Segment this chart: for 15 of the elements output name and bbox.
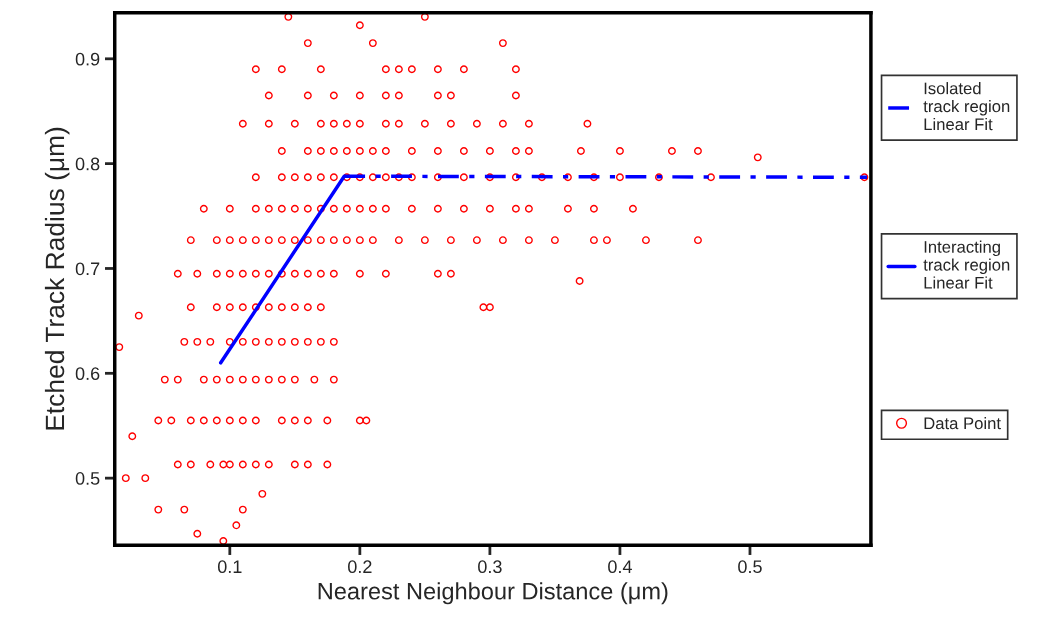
legend-label: Interacting track region Linear Fit [923,240,1010,289]
x-tick-label: 0.1 [217,560,242,574]
y-tick-label: 0.7 [75,262,100,276]
y-tick-label: 0.8 [75,157,100,171]
x-axis-title: Nearest Neighbour Distance (μm) [318,582,668,605]
x-tick-label: 0.3 [478,560,502,574]
x-tick-label: 0.5 [738,560,762,574]
legend-label: Data Point [924,417,1001,430]
y-axis-title: Etched Track Radius (μm) [44,127,70,430]
y-tick-label: 0.9 [75,52,100,66]
x-tick-label: 0.2 [348,560,372,574]
x-tick-label: 0.4 [608,560,632,574]
y-tick-label: 0.6 [75,367,100,381]
y-tick-label: 0.5 [75,472,100,485]
legend-label: Isolated track region Linear Fit [923,82,1010,131]
